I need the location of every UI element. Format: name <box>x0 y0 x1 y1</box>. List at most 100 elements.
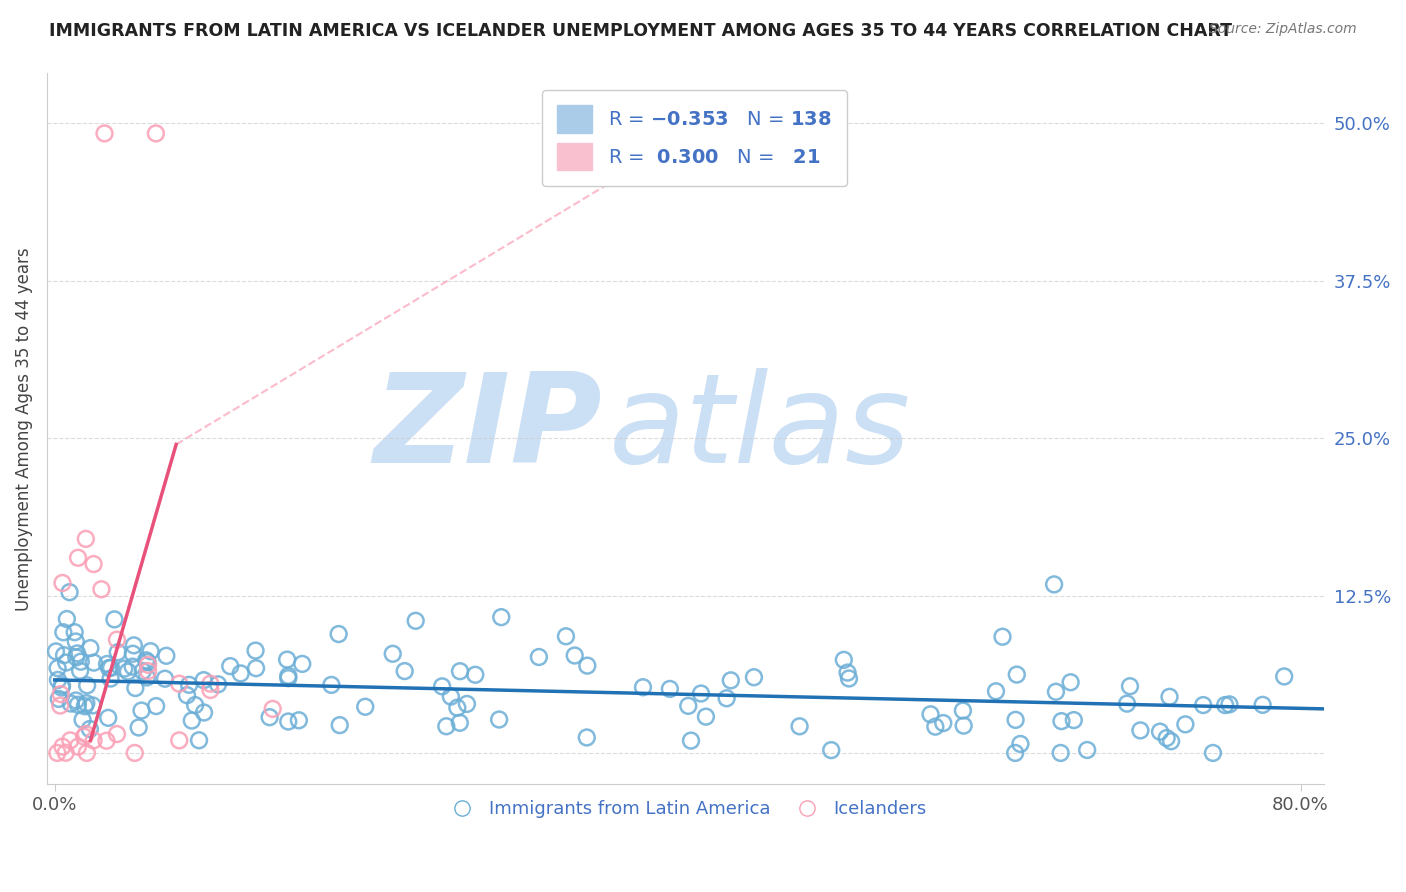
Point <box>63 625 86 640</box>
Point <box>1076 743 1098 757</box>
Point <box>1160 734 1182 748</box>
Point <box>991 630 1014 644</box>
Point <box>1004 713 1026 727</box>
Point <box>1149 724 1171 739</box>
Point <box>695 709 717 723</box>
Point <box>434 719 457 733</box>
Point <box>932 716 955 731</box>
Point <box>1213 698 1236 712</box>
Point <box>1043 577 1066 591</box>
Point <box>838 672 860 686</box>
Point <box>79 641 101 656</box>
Point <box>176 688 198 702</box>
Point <box>329 718 352 732</box>
Point <box>90 582 112 597</box>
Point <box>76 746 98 760</box>
Point <box>193 673 215 688</box>
Point <box>46 746 69 760</box>
Point <box>200 676 222 690</box>
Point <box>1129 723 1152 738</box>
Point <box>430 679 453 693</box>
Point <box>555 629 578 643</box>
Point <box>69 664 91 678</box>
Point <box>55 656 77 670</box>
Point <box>145 127 167 141</box>
Point <box>449 715 471 730</box>
Point <box>245 643 267 657</box>
Point <box>65 650 87 665</box>
Point <box>679 733 702 747</box>
Point <box>1156 731 1178 745</box>
Point <box>1059 675 1081 690</box>
Point <box>180 714 202 728</box>
Point <box>394 664 416 678</box>
Text: IMMIGRANTS FROM LATIN AMERICA VS ICELANDER UNEMPLOYMENT AMONG AGES 35 TO 44 YEAR: IMMIGRANTS FROM LATIN AMERICA VS ICELAND… <box>49 22 1232 40</box>
Point <box>276 652 298 666</box>
Point <box>107 645 129 659</box>
Point <box>984 684 1007 698</box>
Point <box>66 698 89 712</box>
Point <box>245 661 267 675</box>
Point <box>73 699 96 714</box>
Point <box>96 733 118 747</box>
Point <box>952 704 974 718</box>
Point <box>1045 685 1067 699</box>
Point <box>56 612 79 626</box>
Point <box>103 612 125 626</box>
Point <box>51 681 73 695</box>
Point <box>51 576 73 591</box>
Point <box>924 720 946 734</box>
Point <box>1119 679 1142 693</box>
Point <box>65 634 87 648</box>
Point <box>59 697 82 711</box>
Point <box>184 698 207 712</box>
Point <box>631 680 654 694</box>
Point <box>291 657 314 671</box>
Point <box>79 722 101 736</box>
Point <box>1192 698 1215 712</box>
Point <box>464 667 486 681</box>
Point <box>259 710 281 724</box>
Point <box>83 733 105 747</box>
Y-axis label: Unemployment Among Ages 35 to 44 years: Unemployment Among Ages 35 to 44 years <box>15 247 32 610</box>
Point <box>491 610 513 624</box>
Point <box>75 696 97 710</box>
Point <box>575 731 598 745</box>
Point <box>58 585 80 599</box>
Point <box>167 733 190 747</box>
Point <box>789 719 811 733</box>
Point <box>66 647 89 661</box>
Point <box>105 632 128 647</box>
Point <box>277 671 299 685</box>
Point <box>136 655 159 669</box>
Point <box>132 664 155 678</box>
Point <box>136 657 159 672</box>
Point <box>73 730 96 744</box>
Point <box>46 673 69 687</box>
Point <box>49 698 72 713</box>
Point <box>1063 713 1085 727</box>
Point <box>98 661 121 675</box>
Point <box>354 699 377 714</box>
Point <box>832 653 855 667</box>
Point <box>262 702 284 716</box>
Point <box>188 733 211 747</box>
Point <box>1050 714 1073 728</box>
Point <box>93 127 115 141</box>
Point <box>658 681 681 696</box>
Point <box>405 614 427 628</box>
Point <box>288 713 311 727</box>
Point <box>82 698 104 713</box>
Point <box>59 733 82 747</box>
Legend: Immigrants from Latin America, Icelanders: Immigrants from Latin America, Icelander… <box>437 793 934 825</box>
Point <box>1272 669 1295 683</box>
Point <box>53 648 76 663</box>
Point <box>1202 746 1225 760</box>
Point <box>55 746 77 760</box>
Point <box>1159 690 1181 704</box>
Point <box>83 557 105 571</box>
Point <box>96 657 118 671</box>
Point <box>920 707 942 722</box>
Point <box>83 656 105 670</box>
Point <box>820 743 842 757</box>
